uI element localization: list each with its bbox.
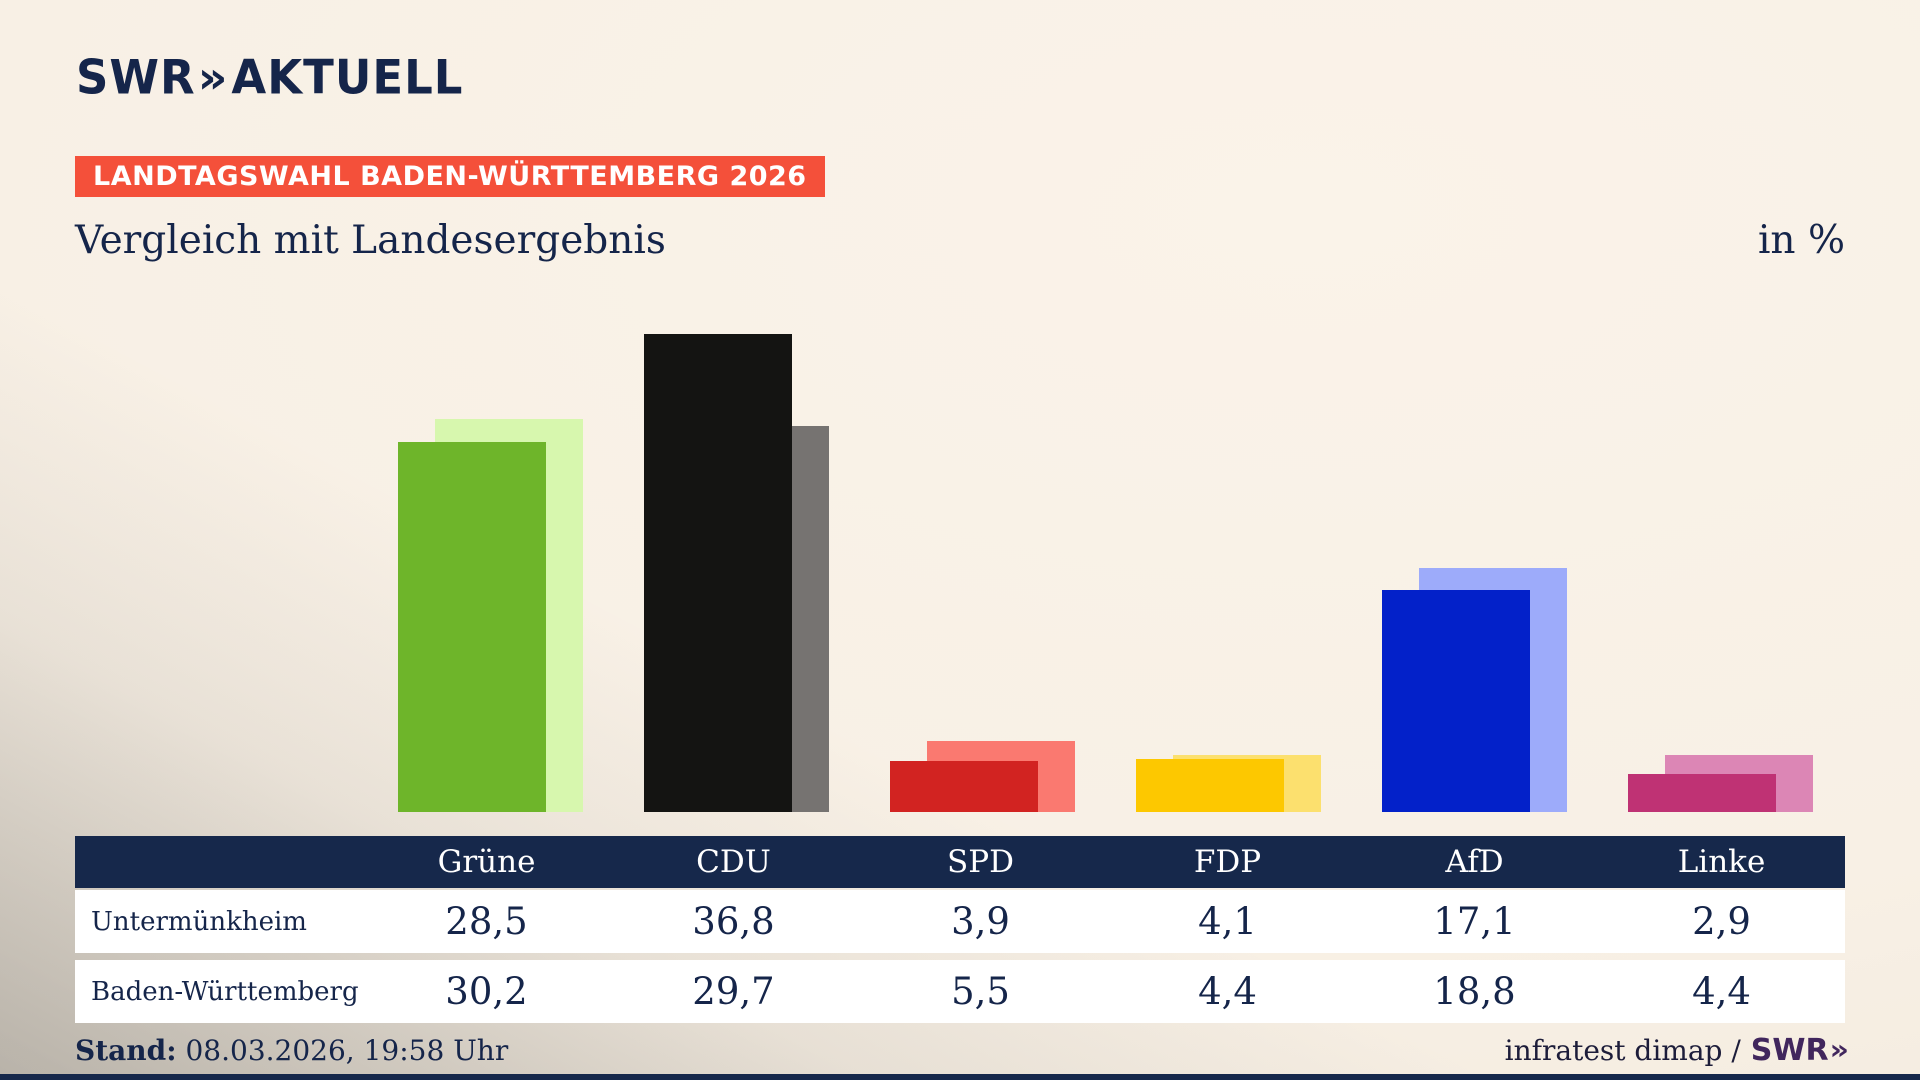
source-credit: infratest dimap / SWR» [1504, 1032, 1849, 1068]
bottom-navy-strip [0, 1074, 1920, 1080]
party-header-AfD: AfD [1445, 844, 1504, 880]
row-label: Baden-Württemberg [91, 976, 359, 1007]
bar-municipality-FDP [1136, 758, 1284, 812]
result-value: 28,5 [445, 900, 528, 943]
result-value: 29,7 [692, 970, 775, 1013]
bar-chart [75, 0, 1845, 812]
table-row-Untermünkheim: Untermünkheim 28,5 36,8 3,9 4,1 17,1 2,9 [75, 890, 1845, 953]
swr-logo-small: SWR» [1750, 1032, 1849, 1068]
result-value: 4,4 [1692, 970, 1751, 1013]
result-value: 4,1 [1198, 900, 1257, 943]
table-header-row: Grüne CDU SPD FDP AfD Linke [75, 836, 1845, 888]
bar-municipality-AfD [1382, 589, 1530, 812]
row-label: Untermünkheim [91, 906, 307, 937]
stand-label: Stand: [75, 1033, 177, 1067]
party-header-FDP: FDP [1193, 844, 1262, 880]
unit-label: in % [1757, 218, 1845, 263]
result-value: 4,4 [1198, 970, 1257, 1013]
results-table: Grüne CDU SPD FDP AfD Linke Untermünkheim 28,5 3… [75, 836, 1845, 1023]
result-value: 17,1 [1433, 900, 1516, 943]
bar-municipality-Linke [1628, 774, 1776, 812]
bar-municipality-CDU [644, 333, 792, 812]
result-value: 2,9 [1692, 900, 1751, 943]
party-header-SPD: SPD [947, 844, 1014, 880]
result-value: 18,8 [1433, 970, 1516, 1013]
logo-aktuell-text: AKTUELL [231, 49, 464, 105]
election-badge: LANDTAGSWAHL BADEN-WÜRTTEMBERG 2026 [75, 156, 825, 197]
party-header-Linke: Linke [1677, 844, 1766, 880]
result-value: 5,5 [951, 970, 1010, 1013]
party-header-Grüne: Grüne [437, 844, 536, 880]
table-row-Baden-Württemberg: Baden-Württemberg 30,2 29,7 5,5 4,4 18,8 4,4 [75, 960, 1845, 1023]
swr-aktuell-logo: SWR» AKTUELL [76, 49, 463, 105]
result-value: 30,2 [445, 970, 528, 1013]
party-header-CDU: CDU [696, 844, 771, 880]
logo-swr-text: SWR [76, 49, 196, 105]
result-value: 3,9 [951, 900, 1010, 943]
chart-title: Vergleich mit Landesergebnis [75, 218, 666, 263]
title-row: Vergleich mit Landesergebnis in % [75, 218, 1845, 263]
stand-value: 08.03.2026, 19:58 Uhr [176, 1033, 509, 1067]
bar-municipality-SPD [890, 761, 1038, 812]
result-value: 36,8 [692, 900, 775, 943]
footer: Stand: 08.03.2026, 19:58 Uhr infratest d… [75, 1030, 1849, 1070]
timestamp: Stand: 08.03.2026, 19:58 Uhr [75, 1034, 508, 1067]
bar-municipality-Grüne [398, 441, 546, 812]
double-chevron-icon: » [1829, 1033, 1849, 1067]
source-text: infratest dimap / [1504, 1033, 1741, 1067]
